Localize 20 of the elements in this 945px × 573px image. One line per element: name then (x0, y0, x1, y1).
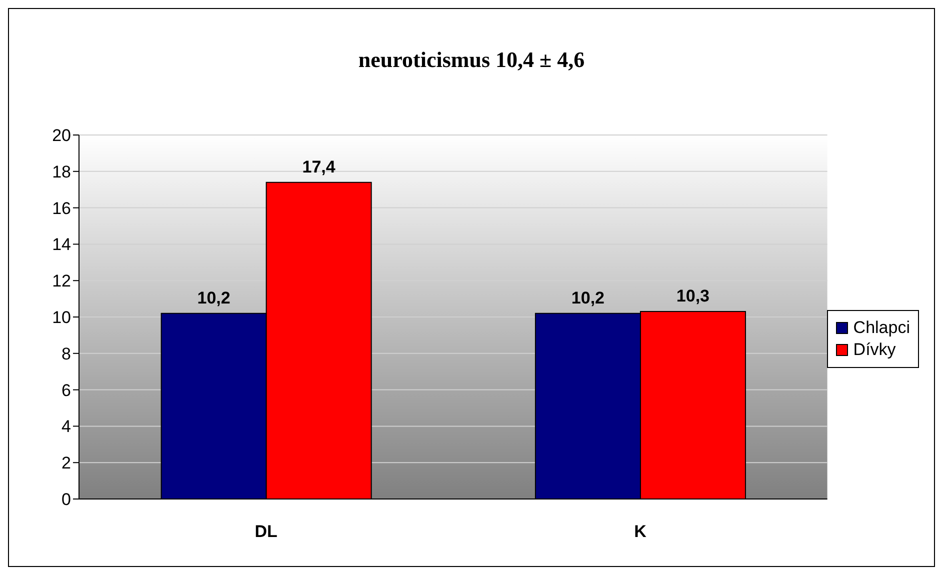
y-tick-label: 20 (52, 126, 71, 146)
y-tick-label: 8 (62, 344, 71, 364)
y-tick-label: 10 (52, 308, 71, 328)
legend-label: Dívky (853, 339, 896, 361)
data-label: 10,2 (571, 288, 605, 308)
data-label: 10,2 (197, 288, 230, 308)
y-tick-label: 6 (62, 380, 71, 400)
y-tick-label: 2 (62, 454, 71, 473)
y-tick-label: 18 (52, 162, 71, 182)
y-tick-label: 0 (62, 490, 71, 510)
data-label: 10,3 (676, 286, 710, 306)
y-tick-label: 16 (52, 198, 71, 218)
x-tick-label: K (634, 522, 648, 542)
y-tick-label: 14 (52, 235, 71, 254)
x-tick-label: DL (254, 522, 278, 542)
y-tick-label: 4 (62, 417, 71, 436)
legend-label: Chlapci (853, 317, 910, 339)
chart-title: neuroticismus 10,4 ± 4,6 (357, 47, 586, 73)
y-tick-label: 12 (52, 272, 71, 291)
data-label: 17,4 (302, 157, 336, 176)
